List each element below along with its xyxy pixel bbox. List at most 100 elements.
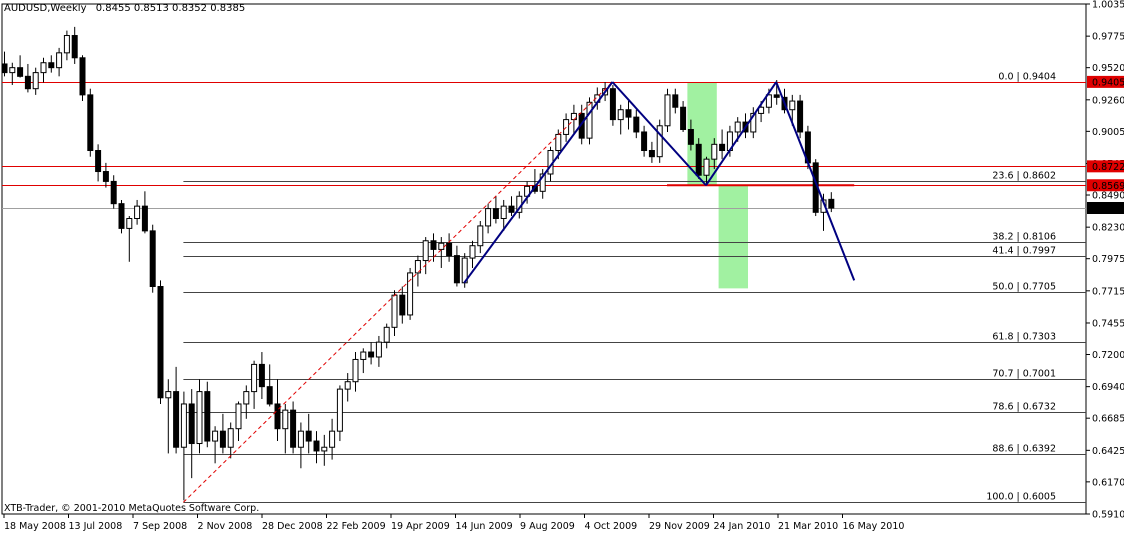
candle [664, 88, 671, 132]
candle-bear-body [508, 205, 515, 213]
candle [750, 107, 757, 139]
candle [149, 224, 156, 293]
x-tick-label: 19 Apr 2009 [391, 521, 450, 532]
candle [703, 156, 710, 186]
candle [469, 240, 476, 268]
price-tag [1087, 202, 1124, 214]
ohlc-label: 0.8455 0.8513 0.8352 0.8385 [95, 3, 246, 14]
candle [258, 352, 265, 400]
pattern-trendline [705, 81, 778, 186]
highlight-zone [718, 185, 748, 289]
candle [368, 342, 375, 365]
candle-bull-body [32, 72, 39, 90]
candle [485, 203, 492, 234]
candle [399, 286, 406, 324]
candle [633, 109, 640, 139]
candle-bull-body [9, 67, 16, 74]
candle-bull-body [227, 428, 234, 448]
candle [297, 422, 304, 469]
candle [134, 199, 141, 225]
candle-bull-body [734, 121, 741, 133]
y-tick-label: 0.8230 [1092, 223, 1124, 234]
candle-bull-body [352, 358, 359, 383]
fib-level-label: 78.6 | 0.6732 [992, 402, 1056, 413]
candle [329, 418, 336, 460]
pattern-trendline [775, 81, 856, 281]
x-tick-label: 28 Dec 2008 [262, 521, 323, 532]
candle-bull-body [789, 100, 796, 111]
candle [391, 290, 398, 336]
candle [196, 379, 203, 454]
candle-bear-body [87, 94, 94, 152]
candle [797, 94, 804, 139]
candle-bear-body [258, 363, 265, 388]
candle-bull-body [56, 52, 63, 69]
x-tick-label: 14 Jun 2009 [456, 521, 513, 532]
candle-bull-body [539, 173, 546, 192]
fib-level-label: 70.7 | 0.7001 [992, 369, 1056, 380]
candle-bull-body [282, 409, 289, 430]
candle-bull-body [360, 351, 367, 360]
candle-bear-body [102, 171, 109, 182]
candle [375, 335, 382, 367]
candle-bear-body [719, 143, 726, 152]
candle-bull-body [765, 94, 772, 108]
candle-bull-body [407, 272, 414, 316]
candle [500, 199, 507, 231]
candle-bear-body [368, 351, 375, 358]
candle-bear-body [48, 62, 55, 69]
candle-bull-body [40, 62, 47, 74]
candle [539, 169, 546, 199]
x-tick-label: 24 Jan 2010 [714, 521, 771, 532]
candle-bull-body [321, 446, 328, 452]
fib-level-label: 100.0 | 0.6005 [986, 492, 1056, 503]
y-tick-label: 1.0035 [1092, 0, 1124, 11]
candle-bear-body [290, 409, 297, 448]
fib-level-label: 88.6 | 0.6392 [992, 444, 1056, 455]
candle [360, 348, 367, 374]
candle-bull-body [438, 242, 445, 250]
fib-level-label: 50.0 | 0.7705 [992, 282, 1056, 293]
candle-bull-body [656, 125, 663, 158]
candle-bear-body [1, 63, 8, 74]
candle [344, 373, 351, 402]
candle-bull-body [617, 109, 624, 121]
fib-level-label: 0.0 | 0.9404 [998, 72, 1056, 83]
candle-bear-body [648, 150, 655, 158]
price-tag [1087, 179, 1124, 192]
candle-bear-body [188, 403, 195, 445]
candle-bull-body [469, 245, 476, 259]
x-tick-label: 13 Jul 2008 [69, 521, 123, 532]
candle-bull-body [251, 363, 258, 393]
candle-bull-body [196, 391, 203, 445]
x-tick-label: 16 May 2010 [843, 521, 905, 532]
candle-bear-body [687, 128, 694, 145]
y-tick-label: 0.6685 [1092, 414, 1124, 425]
candle-bear-body [453, 255, 460, 284]
x-tick-label: 9 Aug 2009 [520, 521, 575, 532]
fib-level-label: 38.2 | 0.8106 [992, 232, 1056, 243]
candle [383, 323, 390, 349]
price-tag-label: 0.9405 [1092, 77, 1124, 88]
candle-bear-body [79, 57, 86, 96]
candle [508, 196, 515, 217]
candle-bear-body [492, 208, 499, 220]
candle [212, 426, 219, 464]
candle [609, 84, 616, 126]
fib-level-label: 23.6 | 0.8602 [992, 171, 1056, 182]
candle-bull-body [212, 430, 219, 442]
y-tick-label: 0.8490 [1092, 191, 1124, 202]
fib-level-label: 61.8 | 0.7303 [992, 332, 1056, 343]
x-tick-label: 4 Oct 2009 [585, 521, 638, 532]
candle [407, 267, 414, 320]
candle-bull-body [383, 326, 390, 343]
candle [87, 88, 94, 157]
copyright-text: XTB-Trader, © 2001-2010 MetaQuotes Softw… [4, 503, 260, 514]
candle-bull-body [180, 403, 187, 448]
candle [352, 352, 359, 392]
candle-bear-body [173, 391, 180, 448]
x-tick-label: 21 Mar 2010 [778, 521, 838, 532]
candle [102, 162, 109, 188]
